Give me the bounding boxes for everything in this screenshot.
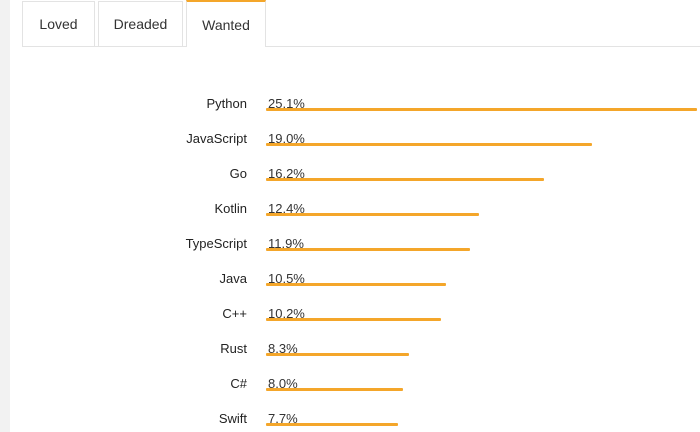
value-label: 8.0%: [268, 376, 298, 391]
value-label: 12.4%: [268, 201, 305, 216]
value-label: 8.3%: [268, 341, 298, 356]
value-label: 10.2%: [268, 306, 305, 321]
value-label: 19.0%: [268, 131, 305, 146]
bar: [266, 318, 441, 321]
category-label: Python: [206, 96, 247, 111]
value-label: 16.2%: [268, 166, 305, 181]
value-label: 10.5%: [268, 271, 305, 286]
category-label: Go: [229, 166, 247, 181]
bar: [266, 178, 544, 181]
category-label: Kotlin: [214, 201, 247, 216]
category-label: C++: [222, 306, 247, 321]
category-label: Rust: [220, 341, 247, 356]
tab-wanted[interactable]: Wanted: [186, 0, 266, 47]
tab-loved[interactable]: Loved: [22, 1, 95, 46]
category-label: C#: [230, 376, 247, 391]
value-label: 11.9%: [268, 236, 304, 251]
bar: [266, 423, 398, 426]
category-label: Swift: [218, 411, 247, 426]
category-label: TypeScript: [185, 236, 247, 251]
bar: [266, 108, 697, 111]
tab-bar: Loved Dreaded Wanted: [22, 0, 700, 47]
bar: [266, 213, 479, 216]
value-label: 7.7%: [268, 411, 298, 426]
bar: [266, 248, 470, 251]
category-label: Java: [219, 271, 247, 286]
value-label: 25.1%: [268, 96, 305, 111]
category-label: JavaScript: [186, 131, 247, 146]
tab-dreaded[interactable]: Dreaded: [98, 1, 183, 46]
bar: [266, 353, 409, 356]
bar: [266, 283, 446, 286]
bar: [266, 388, 403, 391]
left-margin-strip: [0, 0, 10, 432]
bar: [266, 143, 592, 146]
